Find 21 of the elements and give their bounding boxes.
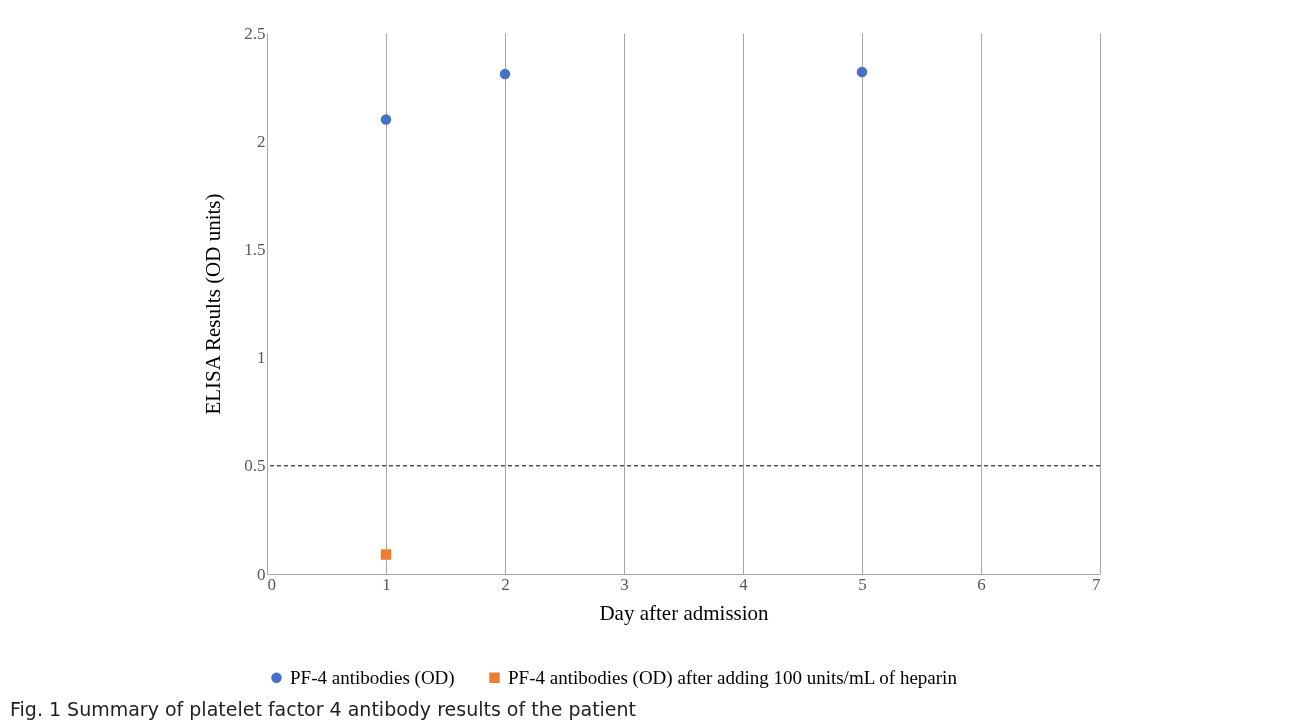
- x-tick-label: 2: [501, 574, 510, 594]
- x-tick-label: 6: [977, 574, 986, 594]
- x-tick-label: 4: [739, 574, 749, 594]
- x-tick-label: 5: [858, 574, 867, 594]
- x-axis-title: Day after admission: [599, 600, 770, 625]
- point: [380, 114, 392, 125]
- y-tick-label: 0.5: [244, 456, 266, 476]
- point: [380, 549, 392, 560]
- point: [856, 66, 868, 78]
- y-axis-title: ELISA Results (OD units): [201, 193, 226, 415]
- y-tick-label: 1: [257, 348, 266, 368]
- point: [499, 68, 511, 80]
- y-tick-label: 1.5: [244, 239, 266, 259]
- x-tick-label: 3: [620, 574, 629, 594]
- caption: Fig. 1 Summary of platelet factor 4 antibody results of the patient: [10, 698, 637, 720]
- x-tick-label: 1: [382, 574, 391, 594]
- legend-label: PF-4 antibodies (OD) after adding 100 units/mL of heparin: [508, 666, 958, 689]
- y-tick-label: 2: [257, 131, 266, 151]
- x-tick-label: 7: [1092, 574, 1101, 594]
- legend-label: PF-4 antibodies (OD): [290, 666, 455, 689]
- y-tick-label: 2.5: [244, 23, 266, 43]
